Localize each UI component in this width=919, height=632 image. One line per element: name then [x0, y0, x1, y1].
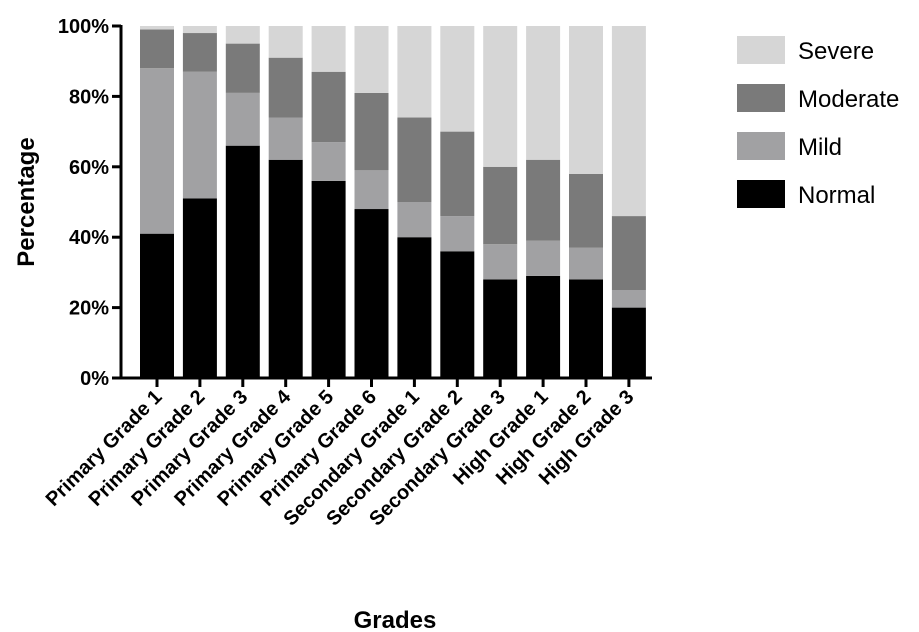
legend-label-severe: Severe [798, 38, 874, 65]
y-axis-title: Percentage [13, 137, 40, 266]
bar-segment-mild [397, 202, 432, 238]
legend-swatch-severe [737, 36, 785, 64]
bar-segment-mild [268, 117, 303, 160]
bar-segment-severe [611, 26, 646, 217]
bar-segment-mild [140, 68, 174, 234]
y-axis-ticks: 0% 20% 40% 60% 80% 100% [58, 16, 121, 390]
bar-segment-mild [611, 290, 646, 308]
bar-segment-moderate [354, 92, 389, 171]
bar-segment-normal [268, 159, 303, 378]
legend-swatch-moderate [737, 84, 785, 112]
bar-segment-severe [311, 26, 346, 72]
y-tick-label: 80% [69, 86, 109, 108]
bar-segment-moderate [140, 29, 174, 69]
bar-segment-severe [140, 26, 174, 30]
y-tick-label: 100% [58, 16, 109, 38]
bar-segment-normal [526, 275, 561, 378]
bar-segment-mild [311, 142, 346, 181]
bar-segment-moderate [182, 33, 217, 72]
bar-segment-moderate [311, 71, 346, 143]
bar-segment-normal [225, 145, 260, 378]
bar-segment-normal [440, 251, 475, 378]
bar-segment-severe [182, 26, 217, 34]
legend-swatch-normal [737, 180, 785, 208]
legend: Severe Moderate Mild Normal [737, 36, 899, 209]
bars-layer [140, 26, 646, 378]
bar-segment-normal [140, 233, 174, 378]
bar-segment-severe [354, 26, 389, 93]
bar-segment-severe [526, 26, 561, 160]
bar-segment-moderate [611, 216, 646, 290]
bar-segment-mild [225, 92, 260, 146]
bar-segment-moderate [397, 117, 432, 202]
y-tick-label: 60% [69, 157, 109, 179]
y-tick-label: 20% [69, 298, 109, 320]
legend-label-moderate: Moderate [798, 86, 899, 113]
y-tick-label: 0% [80, 368, 109, 390]
bar-segment-normal [397, 237, 432, 378]
bar-segment-mild [569, 247, 603, 280]
bar-segment-moderate [526, 159, 561, 241]
legend-swatch-mild [737, 132, 785, 160]
bar-segment-mild [440, 216, 475, 252]
bar-segment-moderate [440, 131, 475, 217]
bar-segment-moderate [268, 57, 303, 118]
bar-segment-mild [354, 170, 389, 210]
bar-segment-mild [182, 71, 217, 199]
bar-segment-severe [225, 26, 260, 44]
bar-segment-normal [611, 307, 646, 378]
bar-segment-moderate [483, 166, 518, 245]
bar-segment-mild [483, 244, 518, 280]
legend-label-mild: Mild [798, 134, 842, 161]
y-tick-label: 40% [69, 227, 109, 249]
bar-segment-severe [440, 26, 475, 132]
legend-label-normal: Normal [798, 182, 875, 209]
bar-segment-mild [526, 240, 561, 276]
bar-segment-severe [569, 26, 603, 174]
bar-segment-severe [268, 26, 303, 58]
bar-segment-normal [483, 279, 518, 378]
bar-segment-severe [483, 26, 518, 167]
bar-segment-normal [311, 180, 346, 378]
bar-segment-moderate [569, 173, 603, 248]
bar-segment-normal [354, 209, 389, 378]
x-axis-title: Grades [354, 607, 437, 632]
axes-layer [119, 25, 652, 380]
bar-segment-normal [569, 279, 603, 378]
bar-segment-moderate [225, 43, 260, 93]
bar-segment-normal [182, 198, 217, 378]
bar-segment-severe [397, 26, 432, 118]
